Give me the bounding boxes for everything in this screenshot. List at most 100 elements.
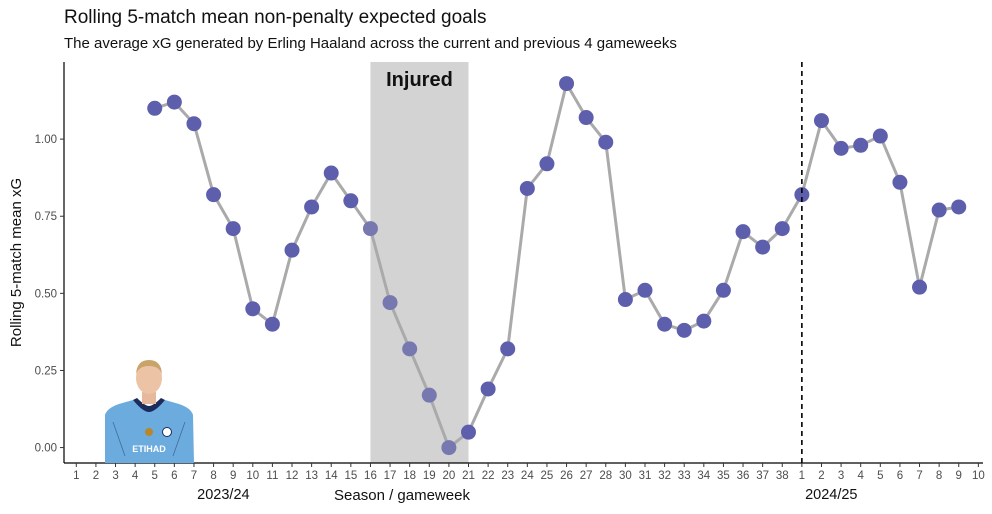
data-point xyxy=(794,187,810,203)
x-tick-label: 14 xyxy=(325,470,338,482)
x-tick-label: 37 xyxy=(756,470,769,482)
x-tick-label: 6 xyxy=(171,470,177,482)
chart-title: Rolling 5-match mean non-penalty expecte… xyxy=(64,7,487,28)
x-tick-label: 25 xyxy=(541,470,554,482)
data-point xyxy=(912,279,928,295)
y-axis-title: Rolling 5-match mean xG xyxy=(8,178,25,347)
x-tick-label: 7 xyxy=(916,470,922,482)
x-tick-label: 18 xyxy=(403,470,416,482)
data-point xyxy=(245,301,261,317)
data-point xyxy=(225,221,241,237)
x-tick-label: 4 xyxy=(132,470,139,482)
data-point xyxy=(833,140,849,156)
x-tick-label: 6 xyxy=(897,470,903,482)
y-tick-label: 0.00 xyxy=(35,443,57,455)
season-label: 2024/25 xyxy=(805,487,857,503)
x-tick-label: 32 xyxy=(658,470,671,482)
data-point xyxy=(657,316,673,332)
data-point xyxy=(519,180,535,196)
x-tick-label: 1 xyxy=(73,470,79,482)
data-point xyxy=(402,341,418,357)
x-tick-label: 1 xyxy=(799,470,805,482)
data-point xyxy=(284,242,300,258)
x-tick-label: 23 xyxy=(501,470,514,482)
x-tick-label: 9 xyxy=(230,470,236,482)
x-tick-label: 4 xyxy=(857,470,864,482)
x-tick-label: 7 xyxy=(191,470,197,482)
x-tick-label: 19 xyxy=(423,470,436,482)
y-tick-label: 0.75 xyxy=(35,211,57,223)
data-point xyxy=(676,322,692,338)
x-tick-label: 27 xyxy=(580,470,593,482)
data-point xyxy=(598,134,614,150)
x-tick-label: 16 xyxy=(364,470,377,482)
x-tick-label: 20 xyxy=(442,470,455,482)
x-tick-label: 33 xyxy=(678,470,691,482)
x-tick-label: 13 xyxy=(305,470,318,482)
x-tick-label: 36 xyxy=(737,470,750,482)
x-tick-label: 10 xyxy=(246,470,259,482)
data-point xyxy=(382,295,398,311)
x-tick-label: 17 xyxy=(384,470,397,482)
x-tick-label: 10 xyxy=(972,470,985,482)
x-tick-label: 34 xyxy=(697,470,710,482)
data-point xyxy=(931,202,947,218)
x-tick-label: 15 xyxy=(344,470,357,482)
data-point xyxy=(441,440,457,456)
x-tick-label: 12 xyxy=(286,470,299,482)
y-tick-label: 1.00 xyxy=(35,134,57,146)
x-tick-label: 3 xyxy=(112,470,118,482)
y-tick-label: 0.25 xyxy=(35,365,57,377)
x-tick-label: 3 xyxy=(838,470,844,482)
data-point xyxy=(617,292,633,308)
data-point xyxy=(539,156,555,172)
data-point xyxy=(343,193,359,209)
x-tick-label: 31 xyxy=(639,470,652,482)
data-point xyxy=(362,221,378,237)
data-point xyxy=(892,174,908,190)
x-tick-label: 11 xyxy=(266,470,278,482)
data-point xyxy=(755,239,771,255)
x-tick-label: 8 xyxy=(936,470,942,482)
data-point xyxy=(872,128,888,144)
data-point xyxy=(715,282,731,298)
data-point xyxy=(461,424,476,440)
data-point xyxy=(951,199,967,215)
data-point xyxy=(500,341,516,357)
x-tick-label: 26 xyxy=(560,470,573,482)
x-axis-title: Season / gameweek xyxy=(334,487,470,504)
data-point xyxy=(853,137,869,153)
data-point xyxy=(578,110,594,126)
data-point xyxy=(304,199,320,215)
season-label: 2023/24 xyxy=(197,487,249,503)
chart-subtitle: The average xG generated by Erling Haala… xyxy=(64,35,677,52)
data-point xyxy=(480,381,496,397)
data-point xyxy=(421,387,437,403)
x-tick-label: 30 xyxy=(619,470,632,482)
y-tick-label: 0.50 xyxy=(35,288,57,300)
x-tick-label: 2 xyxy=(818,470,824,482)
data-point xyxy=(559,76,575,92)
injury-band xyxy=(370,62,469,463)
x-tick-label: 9 xyxy=(956,470,962,482)
x-tick-label: 38 xyxy=(776,470,789,482)
data-point xyxy=(166,94,182,110)
data-point xyxy=(637,282,653,298)
svg-text:ETIHAD: ETIHAD xyxy=(132,444,166,454)
data-point xyxy=(206,187,222,203)
data-point xyxy=(186,116,202,132)
player-photo: ETIHAD xyxy=(105,360,194,463)
x-tick-label: 21 xyxy=(462,470,475,482)
x-tick-label: 5 xyxy=(877,470,883,482)
x-tick-label: 22 xyxy=(482,470,495,482)
data-point xyxy=(774,221,790,237)
x-tick-label: 28 xyxy=(599,470,612,482)
x-tick-label: 35 xyxy=(717,470,730,482)
series-line xyxy=(154,82,959,450)
data-point xyxy=(147,100,163,116)
data-point xyxy=(264,316,280,332)
data-point xyxy=(696,313,712,329)
x-tick-label: 5 xyxy=(152,470,158,482)
data-point xyxy=(735,224,751,240)
